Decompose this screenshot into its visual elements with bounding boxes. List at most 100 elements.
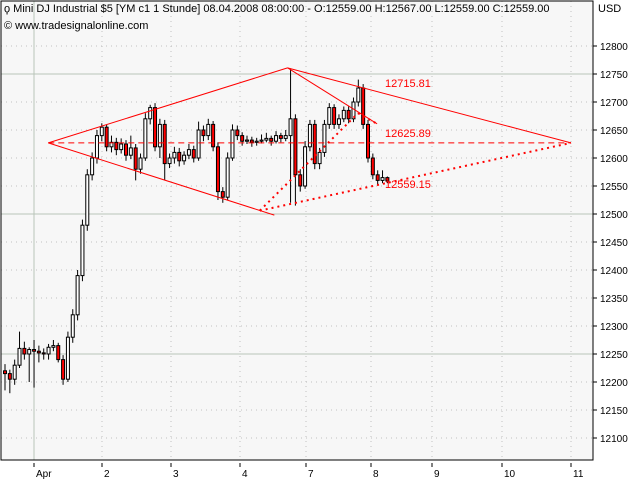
y-tick-label: 12750 (600, 70, 628, 81)
candle-body (375, 174, 380, 181)
candle-body (3, 370, 7, 375)
candle-body (225, 157, 230, 198)
y-tick-label: 12300 (600, 322, 628, 333)
candle-body (56, 345, 61, 361)
y-tick-label: 12350 (600, 294, 628, 305)
candle-body (27, 349, 32, 355)
y-tick-label: 12100 (600, 434, 628, 445)
candle-body (356, 87, 361, 103)
candle-body (177, 151, 182, 162)
candle-body (17, 347, 22, 366)
chart-title: ϙ Mini DJ Industrial $5 [YM c1 1 Stunde]… (4, 3, 550, 15)
candle-body (157, 123, 162, 148)
candle-body (172, 151, 177, 159)
x-tick-label: 9 (434, 469, 440, 480)
y-tick-label: 12200 (600, 378, 628, 389)
candle-body (380, 177, 385, 181)
dotted-line-lower (259, 141, 572, 212)
candle-body (254, 140, 259, 143)
candle-body (133, 147, 138, 170)
candle-body (182, 154, 187, 162)
candle-body (46, 346, 51, 355)
candle-body (75, 275, 80, 316)
candle-body (148, 107, 153, 120)
dotted-line-upper (259, 112, 359, 212)
candle-body (215, 146, 220, 193)
candle-body (167, 157, 172, 165)
plot-frame (0, 0, 594, 461)
y-tick-label: 12250 (600, 350, 628, 361)
x-tick-label: 10 (504, 469, 516, 480)
candle-body (61, 359, 66, 380)
candle-body (312, 123, 317, 165)
candle-body (274, 135, 279, 142)
candle-body (278, 135, 283, 139)
candle-body (307, 123, 312, 148)
candle-body (65, 336, 70, 380)
y-tick-label: 12600 (600, 154, 628, 165)
y-tick-label: 12800 (600, 42, 628, 53)
trendline-upper (48, 67, 288, 144)
candle-body (138, 157, 143, 170)
candle-body (322, 123, 327, 153)
candle-body (336, 118, 341, 125)
price-label: 12625.89 (385, 128, 431, 140)
candle-body (70, 314, 75, 338)
x-tick-label: 2 (104, 469, 110, 480)
x-tick-label: 4 (242, 469, 248, 480)
candle-body (317, 151, 322, 165)
candle-body (293, 118, 298, 176)
candle-body (332, 107, 337, 125)
x-tick-label: 7 (308, 469, 314, 480)
candle-body (99, 126, 104, 137)
candle-body (114, 141, 119, 151)
candle-body (235, 129, 240, 137)
y-tick-label: 12550 (600, 182, 628, 193)
candle-body (36, 350, 41, 354)
candle-body (191, 149, 196, 159)
candle-body (230, 129, 235, 159)
price-label: 12715.81 (385, 78, 431, 90)
trendline-inner (287, 67, 378, 125)
currency-label: USD (598, 3, 622, 15)
candle-body (143, 118, 148, 159)
candle-body (298, 174, 303, 187)
candle-body (361, 87, 366, 125)
candle-body (269, 137, 274, 142)
candle-body (240, 135, 245, 142)
x-tick-label: 8 (373, 469, 379, 480)
candle-body (370, 157, 375, 176)
plot-area (1, 1, 593, 460)
candle-body (196, 129, 201, 159)
candle-body (80, 224, 85, 277)
candle-body (90, 157, 95, 176)
y-tick-label: 12500 (600, 210, 628, 221)
copyright-text: © www.tradesignalonline.com (4, 20, 149, 32)
candle-body (385, 177, 390, 182)
x-tick-label: 11 (573, 469, 584, 480)
candle-body (211, 123, 216, 148)
candle-body (327, 107, 332, 125)
x-tick-label: Apr (36, 469, 52, 480)
candle-body (220, 191, 225, 198)
candle-body (85, 174, 90, 226)
candle-body (206, 123, 211, 137)
candle-body (128, 147, 133, 156)
y-tick-label: 12150 (600, 406, 628, 417)
candle-body (153, 107, 158, 148)
y-tick-label: 12450 (600, 238, 628, 249)
candle-body (366, 123, 370, 159)
candle-body (249, 139, 254, 143)
candle-body (201, 129, 206, 137)
candle-body (94, 135, 99, 159)
candle-body (186, 149, 191, 156)
candle-body (346, 109, 351, 120)
candle-body (259, 139, 264, 142)
y-tick-label: 12650 (600, 126, 628, 137)
candle-body (12, 364, 17, 380)
dotted-line-inner (357, 112, 378, 125)
candle-body (303, 146, 308, 187)
y-tick-label: 12400 (600, 266, 628, 277)
candle-body (288, 118, 293, 137)
